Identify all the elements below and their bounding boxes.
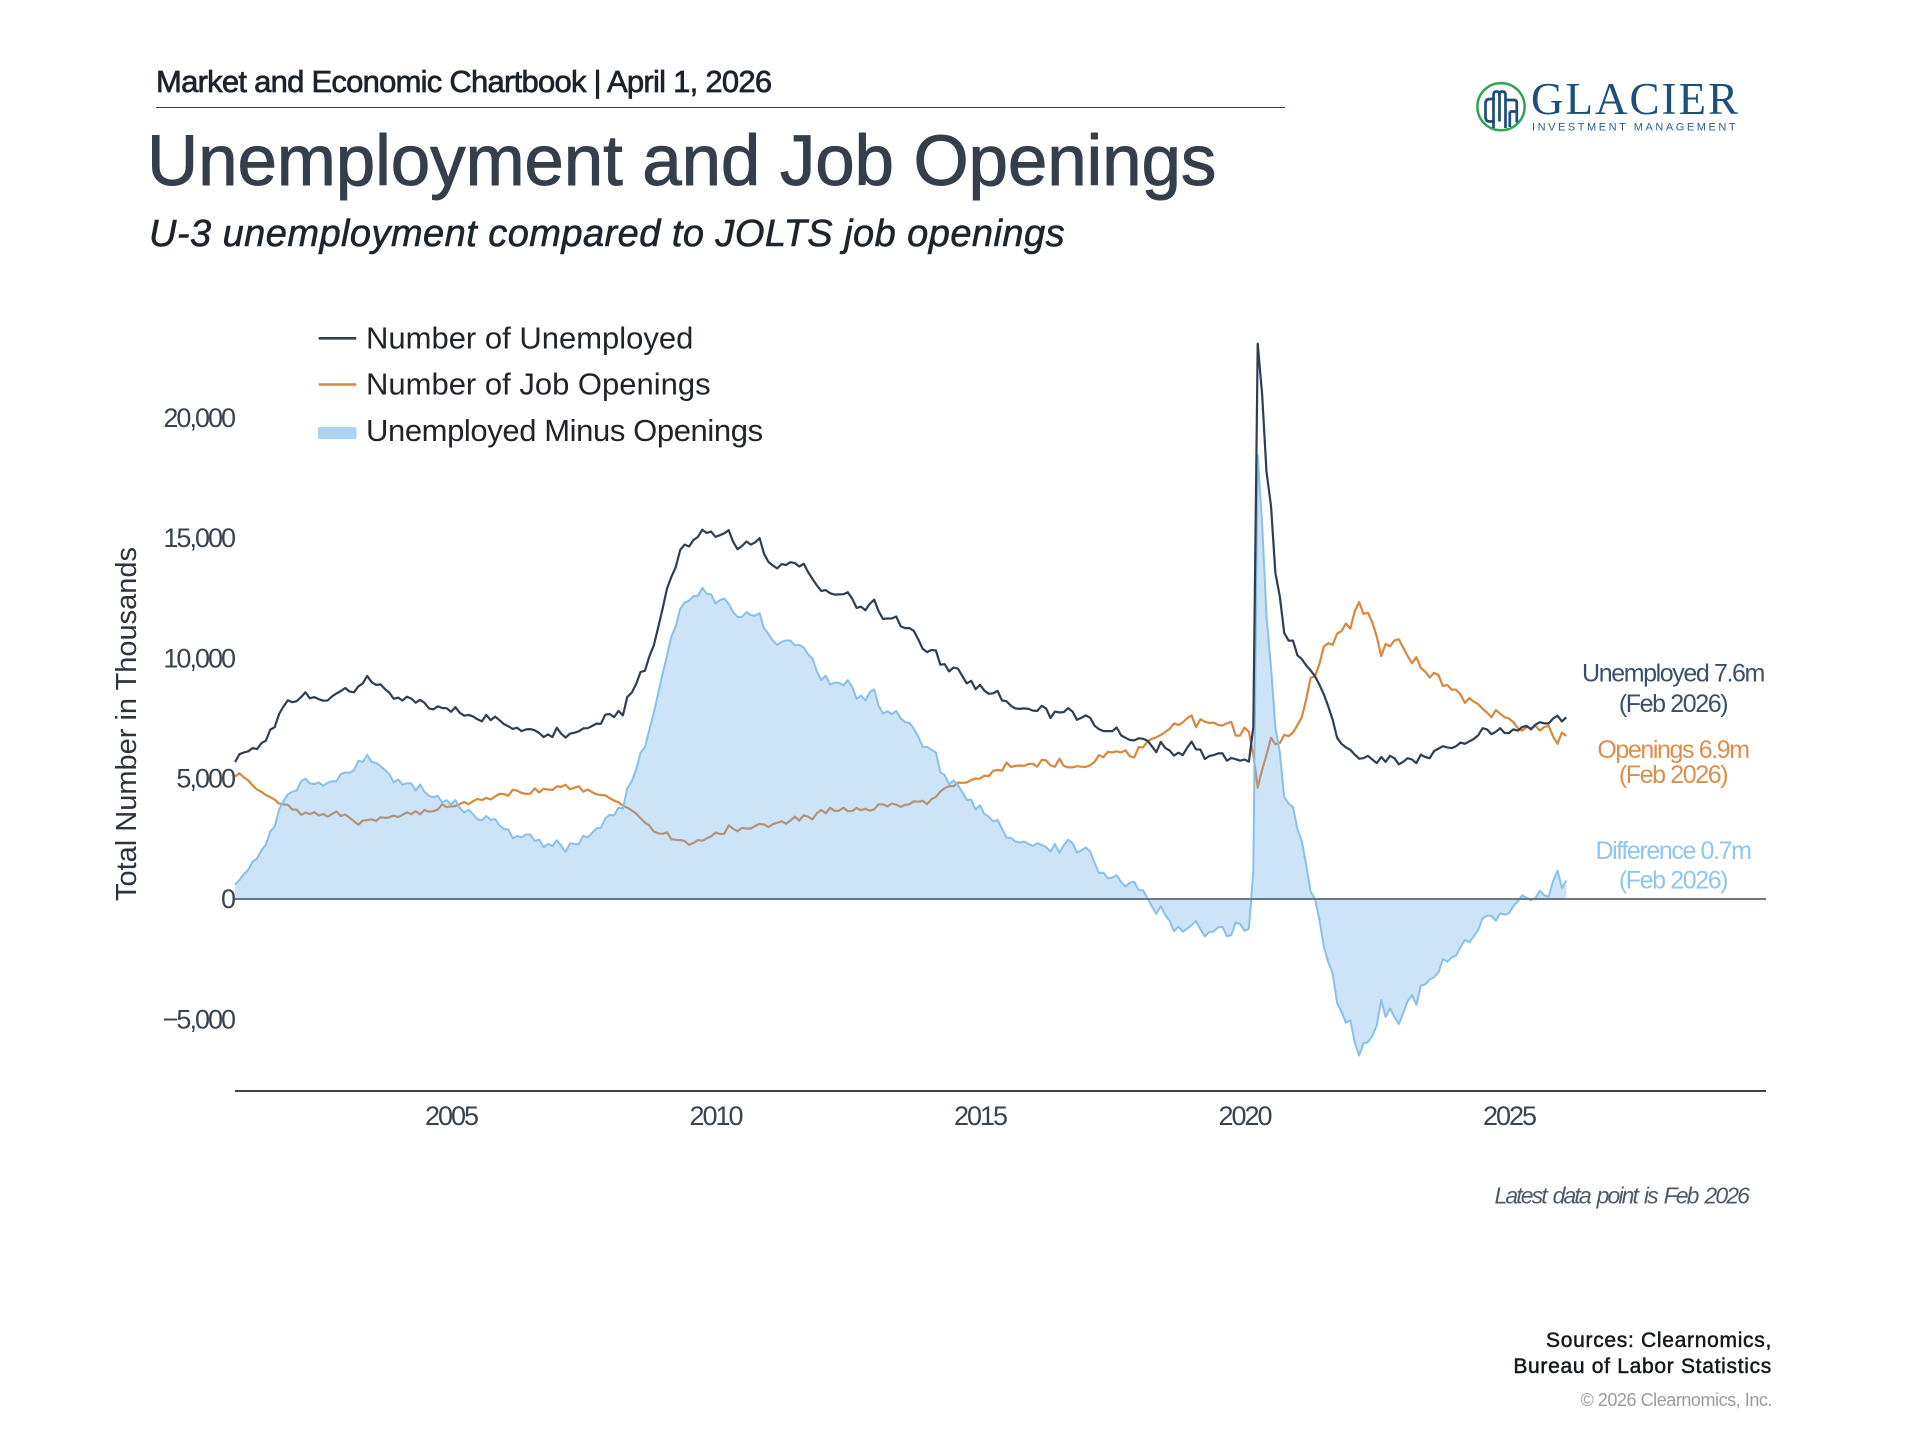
svg-text:2025: 2025 [1483,1101,1536,1131]
svg-text:(Feb 2026): (Feb 2026) [1619,867,1727,895]
svg-text:0: 0 [221,884,235,914]
svg-text:INVESTMENT MANAGEMENT: INVESTMENT MANAGEMENT [1532,122,1738,134]
svg-text:2020: 2020 [1218,1101,1271,1131]
svg-text:(Feb 2026): (Feb 2026) [1619,761,1727,789]
svg-text:Total Number in Thousands: Total Number in Thousands [111,547,143,901]
svg-text:2010: 2010 [689,1101,742,1131]
svg-text:GLACIER: GLACIER [1531,75,1740,124]
svg-text:(Feb 2026): (Feb 2026) [1619,690,1727,718]
svg-text:Number of Unemployed: Number of Unemployed [366,320,693,355]
svg-text:Number of Job Openings: Number of Job Openings [366,367,711,402]
svg-text:Openings 6.9m: Openings 6.9m [1597,736,1749,764]
svg-text:2005: 2005 [425,1101,478,1131]
svg-text:−5,000: −5,000 [163,1004,235,1034]
svg-text:10,000: 10,000 [163,643,235,673]
svg-text:Latest data point is Feb 2026: Latest data point is Feb 2026 [1494,1183,1750,1209]
svg-text:5,000: 5,000 [176,764,235,794]
svg-text:2015: 2015 [954,1101,1007,1131]
svg-text:15,000: 15,000 [163,523,235,553]
svg-text:Difference 0.7m: Difference 0.7m [1595,837,1751,865]
svg-text:20,000: 20,000 [163,403,235,433]
svg-text:Unemployed 7.6m: Unemployed 7.6m [1582,660,1764,688]
svg-text:Unemployed Minus Openings: Unemployed Minus Openings [366,413,763,448]
